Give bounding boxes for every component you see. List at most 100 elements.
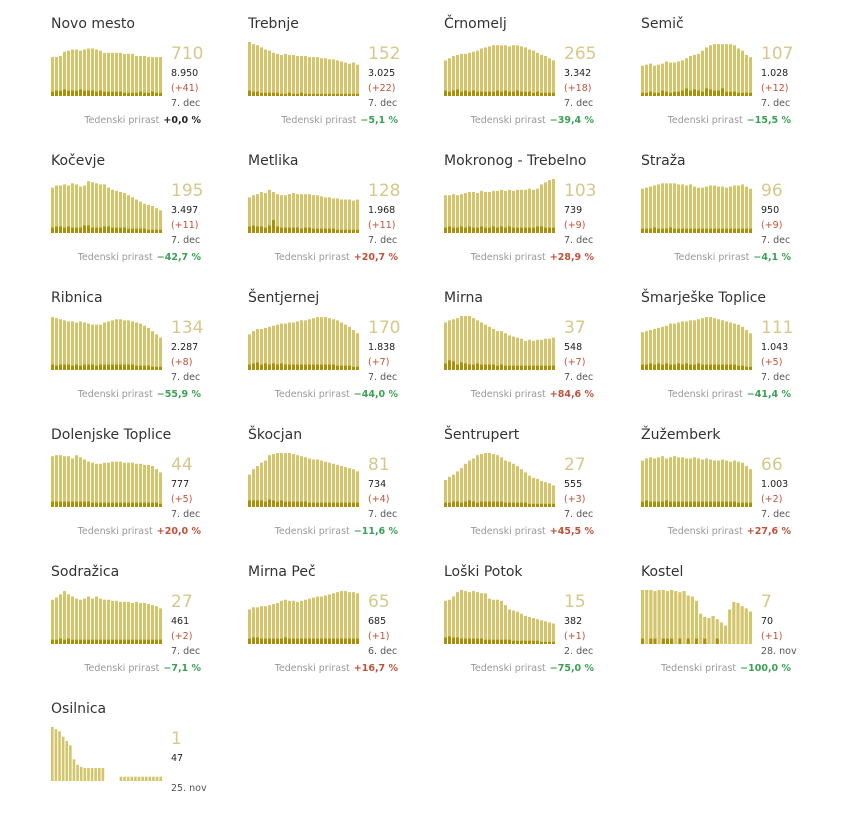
daily-bar [252, 225, 255, 233]
cumulative-bar [741, 462, 744, 507]
daily-bar [320, 502, 323, 507]
daily-bar [143, 228, 146, 233]
cumulative-bar [356, 471, 359, 507]
cumulative-bar [296, 321, 299, 370]
daily-bar [155, 229, 158, 233]
cumulative-bar [71, 321, 74, 370]
cumulative-bar [661, 183, 664, 233]
daily-bar [697, 90, 700, 96]
cumulative-bar [328, 462, 331, 507]
cumulative-bar [155, 776, 159, 781]
daily-bar [645, 92, 648, 96]
daily-bar [520, 91, 523, 96]
daily-bar [135, 228, 138, 233]
weekly-growth: Tedenski prirast +16,7 % [275, 663, 398, 674]
daily-bar [280, 638, 283, 644]
cumulative-bar [155, 334, 158, 370]
daily-bar [552, 92, 555, 96]
daily-bar [749, 92, 752, 96]
daily-bar [540, 503, 543, 507]
weekly-growth-label: Tedenski prirast [667, 115, 743, 126]
daily-bar [717, 501, 720, 507]
daily-bar [536, 226, 539, 233]
cumulative-bar [304, 320, 307, 370]
cumulative-bar [95, 183, 98, 233]
cumulative-bar [520, 189, 523, 233]
cumulative-bar [115, 190, 118, 233]
daily-bar [123, 502, 126, 507]
cumulative-bar [151, 465, 154, 507]
cumulative-bar [248, 474, 251, 507]
daily-bar [155, 502, 158, 507]
cumulative-bar [155, 208, 158, 233]
cumulative-bar [468, 592, 471, 644]
cumulative-bar [340, 322, 343, 370]
cumulative-bar [268, 189, 271, 233]
daily-bar [107, 364, 110, 370]
daily-bar [524, 227, 527, 233]
cumulative-bar [90, 768, 94, 781]
daily-bar [524, 502, 527, 507]
cumulative-bar [340, 465, 343, 507]
daily-bar [51, 364, 54, 370]
cumulative-bar [488, 46, 491, 96]
weekly-growth-label: Tedenski prirast [84, 115, 160, 126]
cumulative-bar [540, 339, 543, 370]
daily-bar [288, 92, 291, 96]
cumulative-bar [95, 49, 98, 96]
cumulative-bar [148, 776, 152, 781]
daily-bar [344, 365, 347, 370]
daily-bar [508, 365, 511, 370]
cumulative-bar [63, 184, 66, 233]
cumulative-bar [524, 472, 527, 507]
daily-bar [348, 638, 351, 644]
daily-change: (+9) [564, 220, 586, 231]
daily-bar [356, 366, 359, 370]
cumulative-bar [159, 210, 162, 233]
cumulative-bar [75, 598, 78, 644]
cumulative-bar [653, 591, 657, 644]
daily-bar [119, 227, 122, 233]
active-count: 27 [171, 592, 193, 612]
cumulative-bar [516, 45, 519, 96]
daily-bar [480, 364, 483, 370]
daily-bar [304, 93, 307, 96]
daily-bar [352, 366, 355, 370]
daily-change: (+7) [564, 357, 586, 368]
daily-bar [336, 365, 339, 370]
daily-bar [296, 501, 299, 507]
cumulative-bar [548, 622, 551, 644]
cumulative-bar [448, 320, 451, 370]
cumulative-bar [312, 318, 315, 370]
weekly-growth-label: Tedenski prirast [470, 252, 546, 263]
cumulative-bar [63, 591, 66, 644]
cumulative-bar [356, 64, 359, 96]
daily-bar [71, 639, 74, 644]
cumulative-bar [139, 56, 142, 96]
cumulative-bar [147, 604, 150, 644]
cumulative-bar [264, 193, 267, 233]
cumulative-bar [83, 768, 87, 781]
last-date: 7. dec [171, 372, 201, 383]
daily-bar [324, 364, 327, 370]
daily-bar [733, 228, 736, 233]
active-count: 15 [564, 592, 586, 612]
cumulative-bar [280, 453, 283, 507]
sparkline-chart [51, 181, 162, 233]
cumulative-bar [673, 323, 676, 370]
daily-bar [544, 92, 547, 96]
daily-bar [737, 92, 740, 96]
daily-bar [324, 502, 327, 507]
cumulative-bar [721, 186, 724, 233]
daily-bar [536, 91, 539, 96]
daily-bar [745, 228, 748, 233]
daily-bar [288, 227, 291, 233]
cumulative-bar [725, 321, 728, 370]
daily-bar [87, 639, 90, 644]
cumulative-bar [155, 469, 158, 507]
daily-bar [552, 365, 555, 370]
daily-bar [83, 364, 86, 370]
daily-change: (+5) [761, 357, 783, 368]
daily-bar [115, 364, 118, 370]
sparkline-chart [444, 590, 555, 644]
